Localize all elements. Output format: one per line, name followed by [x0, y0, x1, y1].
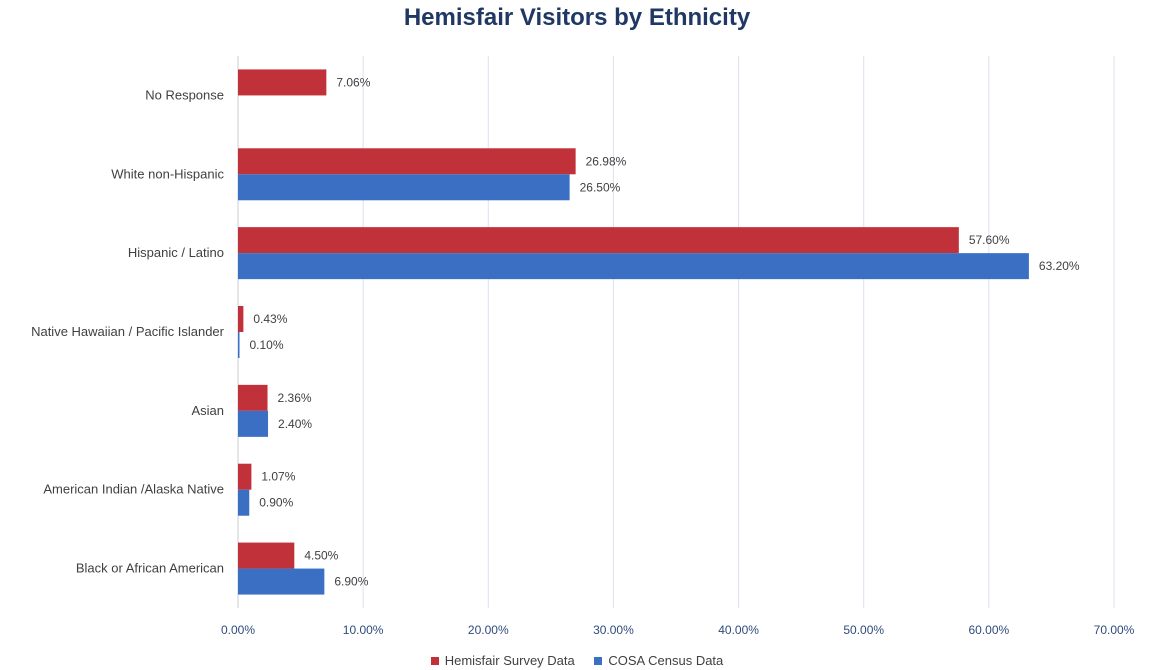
x-tick-label: 70.00%: [1094, 623, 1135, 637]
data-label: 6.90%: [334, 575, 368, 589]
y-category-label: White non-Hispanic: [111, 166, 224, 181]
bar: [238, 332, 240, 358]
legend-label-census: COSA Census Data: [608, 653, 724, 669]
x-tick-label: 60.00%: [969, 623, 1010, 637]
x-tick-label: 30.00%: [593, 623, 634, 637]
data-label: 2.40%: [278, 417, 312, 431]
bar: [238, 69, 327, 96]
data-label: 1.07%: [261, 470, 295, 484]
bar: [238, 148, 576, 175]
data-label: 0.43%: [253, 312, 287, 326]
legend-item-census: COSA Census Data: [594, 652, 723, 668]
data-label: 63.20%: [1039, 259, 1080, 273]
x-tick-label: 20.00%: [468, 623, 509, 637]
x-tick-label: 10.00%: [343, 623, 384, 637]
legend-label-survey: Hemisfair Survey Data: [444, 653, 575, 669]
bar: [238, 463, 252, 490]
x-tick-label: 50.00%: [843, 623, 884, 637]
y-category-label: American Indian /Alaska Native: [43, 482, 224, 497]
data-label: 0.90%: [259, 496, 293, 510]
y-category-label: Hispanic / Latino: [128, 245, 224, 260]
data-label: 26.98%: [586, 154, 627, 168]
legend-swatch-survey: [430, 656, 439, 665]
data-label: 2.36%: [278, 391, 312, 405]
data-label: 4.50%: [304, 549, 338, 563]
bar: [238, 410, 269, 437]
chart-title: Hemisfair Visitors by Ethnicity: [403, 4, 751, 31]
data-label: 57.60%: [969, 233, 1010, 247]
y-category-label: No Response: [145, 87, 224, 102]
x-tick-label: 0.00%: [221, 623, 255, 637]
bar: [238, 174, 570, 201]
legend-item-survey: Hemisfair Survey Data: [430, 652, 575, 669]
data-label: 0.10%: [250, 338, 284, 352]
bar: [238, 489, 250, 516]
y-category-label: Black or African American: [76, 561, 224, 576]
legend: Hemisfair Survey Data COSA Census Data: [0, 652, 1154, 668]
bar: [238, 384, 268, 411]
bar: [238, 568, 325, 595]
y-category-label: Asian: [191, 403, 224, 418]
bar: [238, 227, 959, 254]
bar: [238, 306, 244, 332]
legend-swatch-census: [594, 656, 603, 665]
bar: [238, 253, 1029, 280]
y-category-label: Native Hawaiian / Pacific Islander: [31, 324, 225, 339]
data-label: 7.06%: [336, 75, 370, 89]
x-tick-label: 40.00%: [718, 623, 759, 637]
bar: [238, 542, 295, 569]
data-label: 26.50%: [580, 180, 621, 194]
